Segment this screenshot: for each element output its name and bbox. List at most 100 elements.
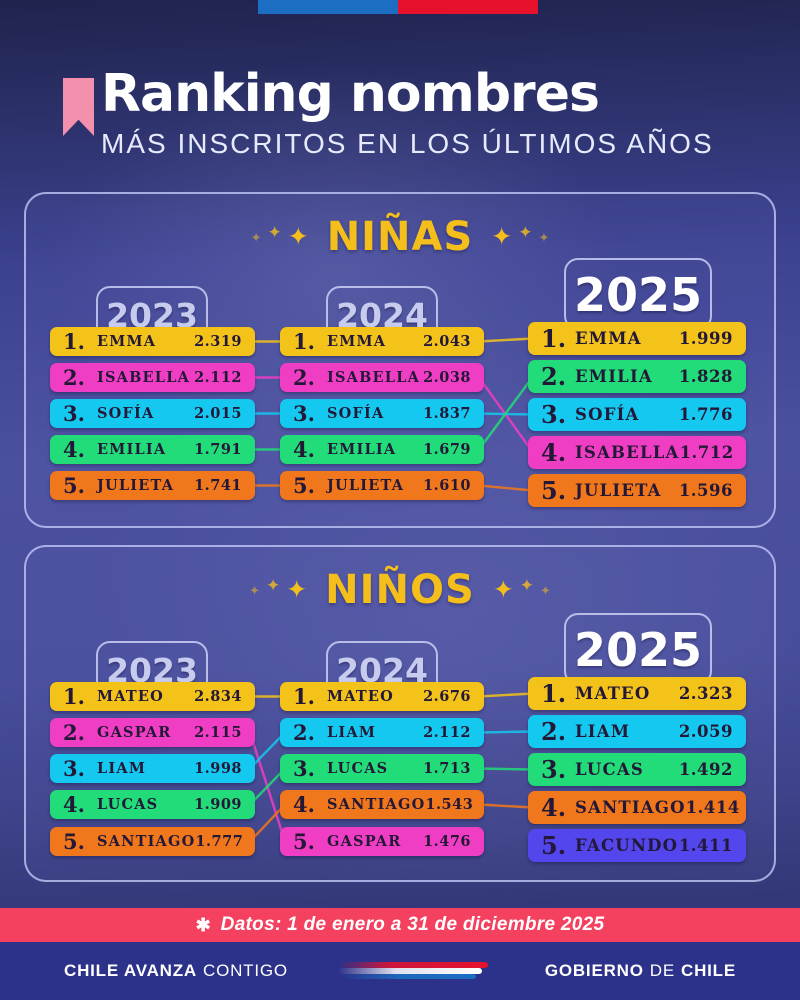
rank-chip: 1. MATEO 2.323 [528, 677, 746, 710]
sparkle-icon: ✦ [492, 575, 514, 604]
rank-chip: 2. GASPAR 2.115 [50, 718, 255, 747]
name-label: ISABELLA [575, 443, 680, 462]
rank-number: 5. [293, 473, 315, 498]
rank-number: 5. [63, 473, 85, 498]
footer-gobierno: GOBIERNO DE CHILE [545, 961, 736, 981]
count-value: 2.112 [423, 724, 471, 741]
count-value: 1.411 [678, 836, 733, 855]
sparkles-left-icon: ✦ ✦ ✦ [249, 575, 308, 604]
rank-number: 4. [63, 792, 85, 817]
page-title: Ranking nombres [101, 64, 600, 124]
count-value: 1.610 [423, 477, 471, 494]
name-label: SOFÍA [575, 405, 640, 424]
count-value: 2.676 [423, 688, 471, 705]
name-label: FACUNDO [575, 836, 679, 855]
rank-chip: 2. LIAM 2.059 [528, 715, 746, 748]
rank-number: 2. [541, 717, 567, 746]
rank-chip: 1. MATEO 2.834 [50, 682, 255, 711]
rank-connector-line [478, 484, 534, 492]
rank-connector-line [478, 692, 534, 698]
sparkle-icon: ✦ [250, 229, 262, 245]
name-label: MATEO [575, 684, 651, 703]
count-value: 2.319 [194, 333, 242, 350]
count-value: 2.115 [194, 724, 242, 741]
rank-number: 5. [541, 831, 567, 860]
count-value: 1.828 [678, 367, 733, 386]
count-value: 1.909 [194, 796, 242, 813]
rank-number: 1. [541, 324, 567, 353]
year-tab-2025: 2025 [564, 258, 712, 330]
name-label: SANTIAGO [327, 796, 426, 813]
count-value: 1.679 [423, 441, 471, 458]
rank-chip: 5. JULIETA 1.741 [50, 471, 255, 500]
sparkle-icon: ✦ [491, 222, 513, 251]
ninas-heading: ✦ ✦ ✦ NIÑAS ✦ ✦ ✦ [26, 214, 774, 260]
flag-red-half [398, 0, 538, 14]
rank-number: 3. [541, 400, 567, 429]
rank-number: 4. [541, 438, 567, 467]
rank-number: 3. [293, 756, 315, 781]
name-label: ISABELLA [327, 369, 421, 386]
rank-connector-line [478, 337, 534, 343]
rank-chip: 3. SOFÍA 2.015 [50, 399, 255, 428]
count-value: 2.043 [423, 333, 471, 350]
rank-chip: 3. LUCAS 1.492 [528, 753, 746, 786]
rank-connector-line [249, 767, 286, 806]
rank-number: 2. [293, 720, 315, 745]
name-label: EMMA [327, 333, 387, 350]
rank-chip: 5. SANTIAGO 1.777 [50, 827, 255, 856]
footer-slogan-bold: CHILE AVANZA [64, 961, 197, 980]
rank-number: 4. [541, 793, 567, 822]
sparkle-icon: ✦ [518, 222, 533, 242]
sparkle-icon: ✦ [538, 229, 550, 245]
rank-number: 4. [63, 437, 85, 462]
rank-number: 4. [293, 437, 315, 462]
count-value: 1.777 [195, 833, 244, 850]
count-value: 1.543 [425, 796, 474, 813]
name-label: LUCAS [97, 796, 159, 813]
asterisk-icon: ✱ [195, 914, 211, 935]
logo-white-stripe [338, 968, 482, 974]
rank-chip: 3. LUCAS 1.713 [280, 754, 484, 783]
rank-chip: 1. EMMA 2.319 [50, 327, 255, 356]
rank-chip: 1. EMMA 1.999 [528, 322, 746, 355]
rank-chip: 2. ISABELLA 2.112 [50, 363, 255, 392]
count-value: 2.038 [423, 369, 471, 386]
rank-number: 3. [63, 401, 85, 426]
rank-connector-line [478, 730, 534, 734]
count-value: 2.323 [678, 684, 733, 703]
rank-number: 1. [293, 684, 315, 709]
count-value: 2.834 [194, 688, 242, 705]
name-label: MATEO [327, 688, 394, 705]
name-label: JULIETA [97, 477, 175, 494]
count-value: 1.999 [678, 329, 733, 348]
ninas-title: NIÑAS [326, 214, 474, 260]
count-value: 1.741 [194, 477, 242, 494]
name-label: MATEO [97, 688, 164, 705]
rank-number: 1. [293, 329, 315, 354]
rank-number: 2. [293, 365, 315, 390]
count-value: 1.476 [423, 833, 471, 850]
rank-number: 5. [63, 829, 85, 854]
rank-chip: 4. EMILIA 1.679 [280, 435, 484, 464]
rank-chip: 3. SOFÍA 1.837 [280, 399, 484, 428]
rank-chip: 5. FACUNDO 1.411 [528, 829, 746, 862]
name-label: ISABELLA [97, 369, 191, 386]
sparkle-icon: ✦ [286, 575, 308, 604]
name-label: LIAM [97, 760, 147, 777]
count-value: 1.791 [194, 441, 242, 458]
rank-chip: 4. LUCAS 1.909 [50, 790, 255, 819]
rank-number: 1. [63, 329, 85, 354]
rank-chip: 2. ISABELLA 2.038 [280, 363, 484, 392]
count-value: 1.414 [685, 798, 740, 817]
data-range-banner: ✱ Datos: 1 de enero a 31 de diciembre 20… [0, 908, 800, 942]
rank-number: 2. [541, 362, 567, 391]
ninos-panel: ✦ ✦ ✦ NIÑOS ✦ ✦ ✦ [24, 545, 776, 882]
logo-blue-stripe [338, 974, 476, 979]
rank-chip: 5. GASPAR 1.476 [280, 827, 484, 856]
sparkles-right-icon: ✦ ✦ ✦ [492, 575, 551, 604]
rank-number: 2. [63, 365, 85, 390]
name-label: EMMA [575, 329, 642, 348]
page-subtitle: MÁS INSCRITOS EN LOS ÚLTIMOS AÑOS [101, 128, 714, 159]
logo-red-stripe [338, 962, 488, 968]
